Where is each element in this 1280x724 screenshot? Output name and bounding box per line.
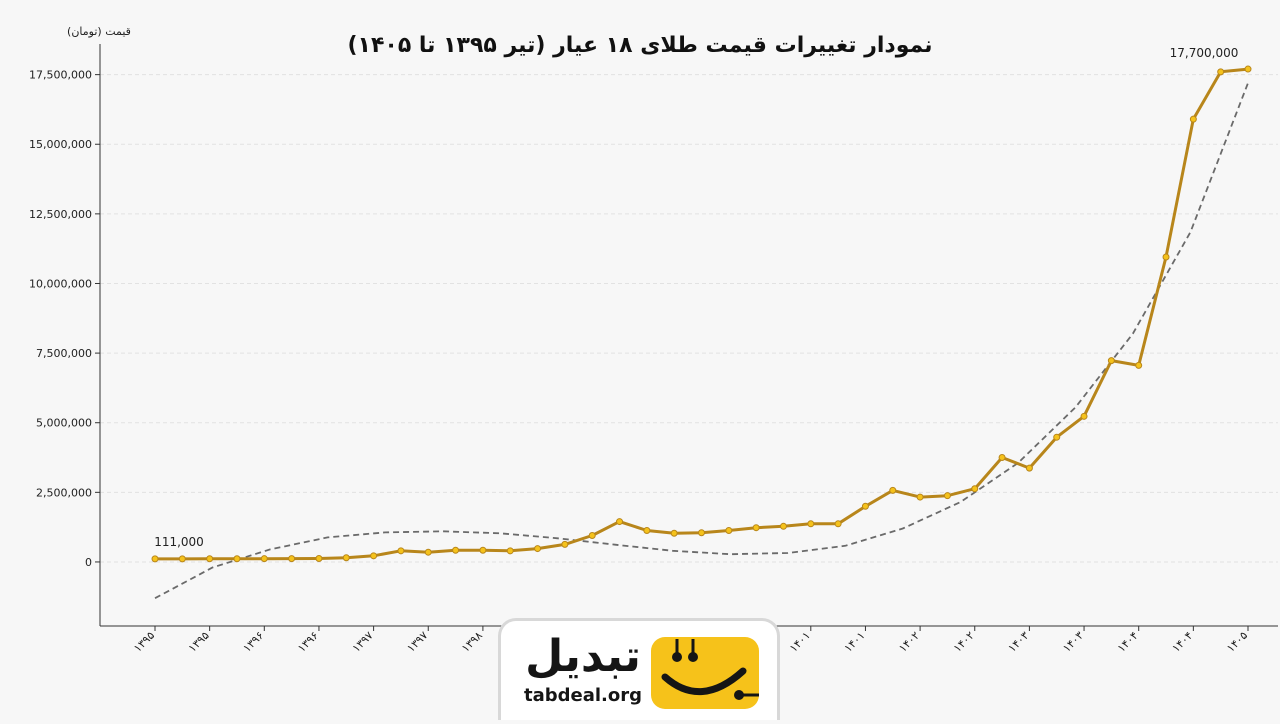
x-tick-label: ۱۳۹۷ bbox=[404, 629, 430, 655]
data-point bbox=[616, 518, 624, 526]
data-point bbox=[1107, 357, 1115, 365]
y-tick-label: 5,000,000 bbox=[36, 417, 92, 430]
data-point bbox=[752, 524, 760, 532]
axes: 0 2,500,000 5,000,000 7,500,000 10,000,000 12… bbox=[29, 44, 1278, 655]
data-point bbox=[725, 526, 733, 534]
x-tick-label: ۱۴۰۱ bbox=[842, 629, 868, 655]
data-point bbox=[452, 546, 460, 554]
trend-line bbox=[154, 82, 1249, 599]
x-tick-label: ۱۳۹۵ bbox=[131, 629, 157, 655]
x-tick-label: ۱۴۰۲ bbox=[896, 629, 922, 655]
data-point bbox=[889, 486, 897, 494]
data-point bbox=[206, 555, 214, 563]
data-label: 17,700,000 bbox=[1170, 46, 1239, 60]
grid-lines bbox=[100, 74, 1278, 563]
y-tick-label: 15,000,000 bbox=[29, 138, 92, 151]
y-tick-label: 17,500,000 bbox=[29, 69, 92, 82]
data-point bbox=[943, 492, 951, 500]
data-point bbox=[1135, 361, 1143, 369]
data-point bbox=[1162, 253, 1170, 261]
x-tick-label: ۱۳۹۶ bbox=[295, 629, 321, 655]
data-point bbox=[698, 529, 705, 537]
data-point bbox=[1244, 65, 1252, 73]
data-point bbox=[260, 555, 268, 563]
y-tick-label: 2,500,000 bbox=[36, 486, 92, 499]
data-point bbox=[342, 554, 350, 562]
x-tick-label: ۱۳۹۶ bbox=[241, 629, 267, 655]
x-tick-label: ۱۴۰۵ bbox=[1224, 629, 1250, 655]
x-tick-label: ۱۴۰۴ bbox=[1115, 629, 1141, 655]
data-point bbox=[971, 485, 979, 493]
data-point bbox=[424, 548, 432, 556]
data-point bbox=[1080, 412, 1088, 420]
trend-line-path bbox=[154, 82, 1249, 599]
tabdeal-smile-icon bbox=[651, 637, 759, 709]
logo-text: تبدیل bbox=[525, 631, 641, 682]
data-label: 111,000 bbox=[154, 535, 204, 549]
data-point bbox=[1025, 464, 1033, 472]
x-tick-label: ۱۳۹۷ bbox=[350, 629, 376, 655]
data-point bbox=[670, 529, 678, 537]
data-point bbox=[807, 520, 815, 528]
data-point bbox=[479, 546, 487, 554]
data-point bbox=[834, 520, 842, 528]
x-tick-label: ۱۳۹۸ bbox=[459, 629, 485, 655]
data-point bbox=[1053, 433, 1061, 441]
data-point bbox=[561, 540, 569, 548]
data-point bbox=[534, 545, 542, 553]
data-point bbox=[151, 555, 159, 563]
x-tick-label: ۱۴۰۴ bbox=[1170, 629, 1196, 655]
data-point bbox=[397, 547, 405, 555]
price-series: 111,000 17,700,000 bbox=[151, 46, 1252, 563]
series-line bbox=[155, 67, 1249, 561]
x-tick-label: ۱۴۰۲ bbox=[951, 629, 977, 655]
y-tick-label: 7,500,000 bbox=[36, 347, 92, 360]
data-point bbox=[998, 454, 1006, 462]
y-tick-label: 0 bbox=[85, 556, 92, 569]
y-tick-label: 12,500,000 bbox=[29, 208, 92, 221]
x-tick-label: ۱۴۰۱ bbox=[787, 629, 813, 655]
data-point bbox=[315, 554, 323, 562]
data-point bbox=[233, 555, 241, 563]
data-point bbox=[178, 555, 186, 563]
data-point bbox=[506, 547, 514, 555]
data-point bbox=[588, 531, 596, 539]
y-tick-label: 10,000,000 bbox=[29, 277, 92, 290]
data-point bbox=[370, 552, 378, 560]
data-point bbox=[916, 493, 924, 501]
data-point bbox=[1189, 115, 1197, 123]
data-point bbox=[861, 502, 869, 510]
x-tick-label: ۱۴۰۳ bbox=[1006, 629, 1032, 655]
y-axis-label: قیمت (تومان) bbox=[67, 25, 131, 38]
logo-domain: tabdeal.org bbox=[523, 685, 642, 706]
data-point bbox=[643, 526, 651, 534]
data-point bbox=[779, 522, 787, 530]
chart-title: نمودار تغییرات قیمت طلای ۱۸ عیار (تیر ۱۳… bbox=[347, 33, 932, 58]
tabdeal-logo-card: تبدیل tabdeal.org bbox=[498, 618, 780, 720]
x-tick-label: ۱۳۹۵ bbox=[186, 629, 212, 655]
x-tick-label: ۱۴۰۳ bbox=[1060, 629, 1086, 655]
data-point bbox=[288, 555, 296, 563]
data-point bbox=[1217, 68, 1225, 76]
